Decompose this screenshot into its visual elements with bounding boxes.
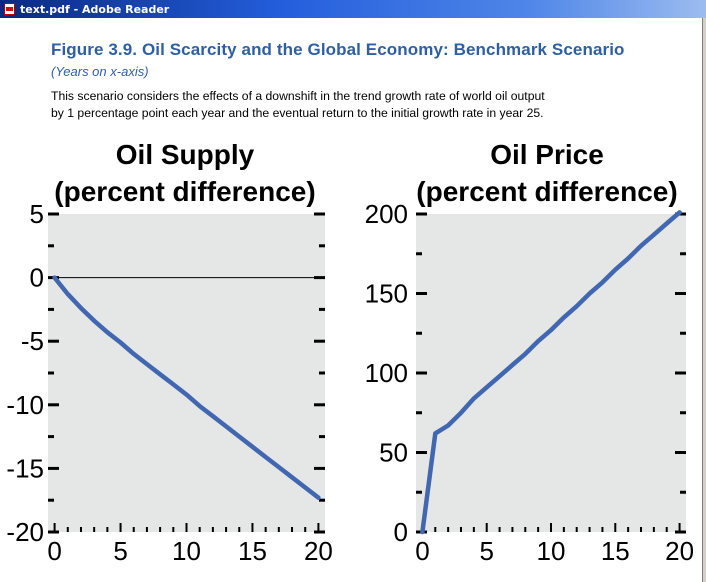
window-scrollbar-edge[interactable] (702, 18, 706, 582)
y-tick-label: -10 (6, 390, 44, 420)
figure-description-line-2: by 1 percentage point each year and the … (51, 106, 544, 120)
y-tick-label: -5 (21, 326, 44, 356)
x-tick-label: 0 (47, 536, 61, 566)
x-tick-label: 20 (304, 536, 333, 566)
chart-title-line: (percent difference) (54, 176, 315, 207)
x-tick-label: 0 (415, 536, 429, 566)
pdf-document-icon (4, 3, 15, 15)
series-line (52, 275, 321, 500)
figure-title: Figure 3.9. Oil Scarcity and the Global … (51, 40, 625, 59)
chart-title-line: Oil Supply (116, 139, 255, 170)
y-tick-label: -15 (6, 453, 44, 483)
oil-supply-chart: Oil Supply (percent difference) 5 0 -5 -10 -15… (6, 139, 332, 566)
figure-description: This scenario considers the effects of a… (51, 88, 591, 122)
y-tick-label: 5 (30, 199, 44, 229)
x-tick-label: 10 (537, 536, 566, 566)
y-tick-label: 50 (379, 438, 408, 468)
chart-title-line: Oil Price (490, 139, 604, 170)
plot-area (48, 214, 325, 532)
y-tick-label: -20 (6, 517, 44, 547)
chart-title-line: (percent difference) (416, 176, 677, 207)
figure-description-line-1: This scenario considers the effects of a… (51, 89, 545, 103)
oil-price-chart: Oil Price(percent difference)20015010050… (365, 139, 694, 566)
y-tick-label: 0 (394, 517, 408, 547)
window-title-bar[interactable]: text.pdf - Adobe Reader (0, 0, 706, 18)
x-tick-label: 15 (601, 536, 630, 566)
x-tick-label: 15 (238, 536, 267, 566)
x-tick-label: 5 (479, 536, 493, 566)
x-tick-label: 10 (172, 536, 201, 566)
x-tick-label: 5 (113, 536, 127, 566)
window-title: text.pdf - Adobe Reader (20, 2, 170, 16)
y-tick-label: 100 (365, 358, 408, 388)
y-tick-label: 200 (365, 199, 408, 229)
series-line (420, 210, 682, 535)
x-tick-label: 20 (665, 536, 694, 566)
y-tick-label: 0 (30, 263, 44, 293)
plot-area (416, 214, 686, 532)
y-tick-label: 150 (365, 279, 408, 309)
figure-subtitle: (Years on x-axis) (51, 64, 149, 79)
